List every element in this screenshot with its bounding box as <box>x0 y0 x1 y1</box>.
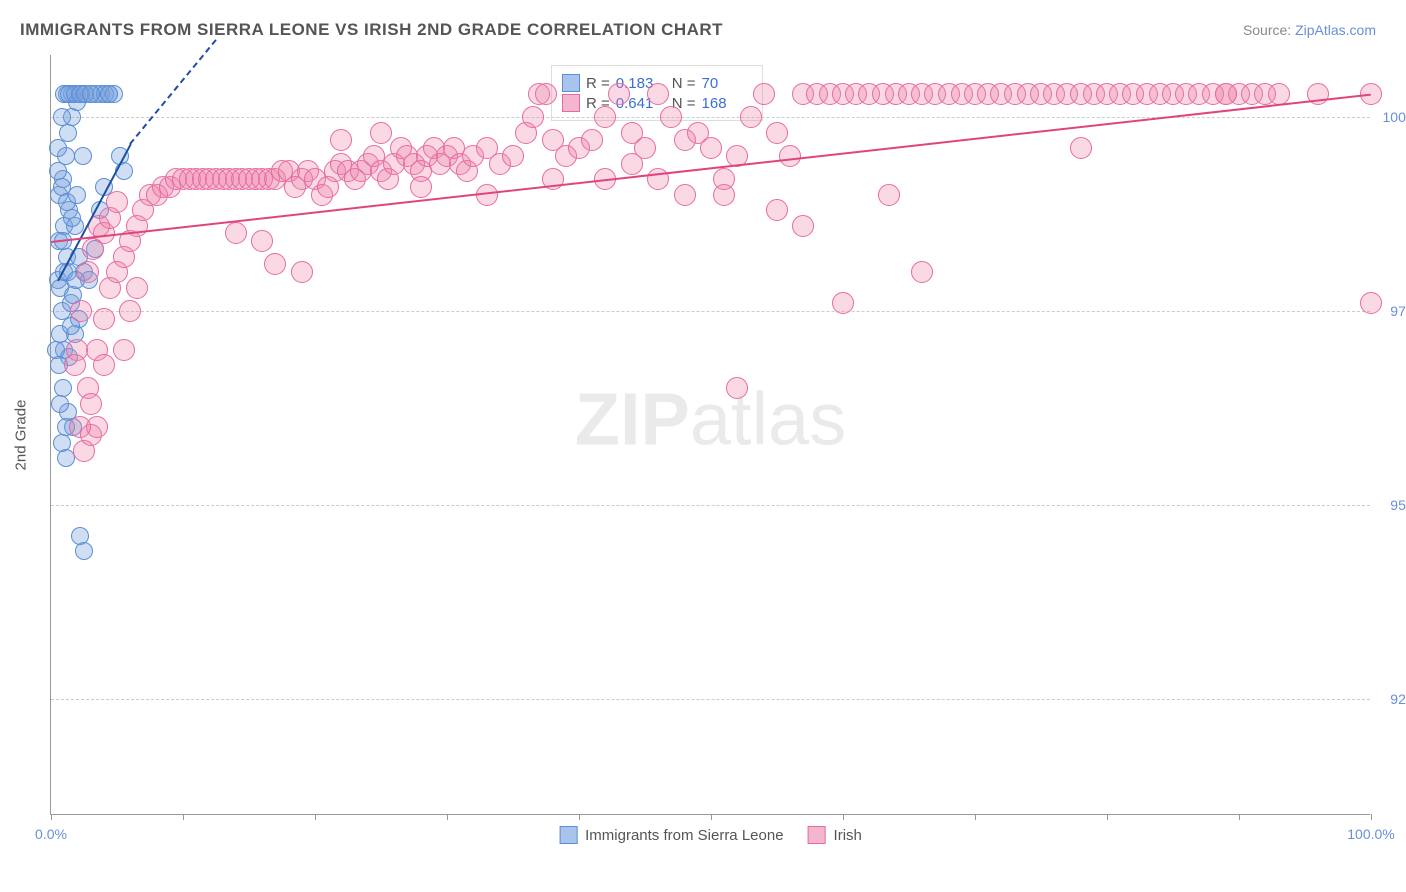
data-point <box>594 106 616 128</box>
x-tick <box>1107 814 1108 820</box>
data-point <box>70 300 92 322</box>
data-point <box>410 176 432 198</box>
x-tick <box>51 814 52 820</box>
data-point <box>100 85 118 103</box>
legend-swatch <box>808 826 826 844</box>
legend-swatch <box>562 74 580 92</box>
source-attribution: Source: ZipAtlas.com <box>1243 22 1376 38</box>
source-label: Source: <box>1243 22 1295 38</box>
data-point <box>57 449 75 467</box>
data-point <box>1360 292 1382 314</box>
x-tick-label: 100.0% <box>1347 826 1394 842</box>
y-tick-label: 92.5% <box>1375 691 1406 707</box>
legend-swatch <box>559 826 577 844</box>
legend-label: Immigrants from Sierra Leone <box>585 827 783 844</box>
x-tick <box>711 814 712 820</box>
data-point <box>77 261 99 283</box>
x-tick <box>579 814 580 820</box>
data-point <box>251 230 273 252</box>
data-point <box>522 106 544 128</box>
scatter-plot-area: 2nd Grade ZIPatlas R =0.183N =70R =0.641… <box>50 55 1370 815</box>
x-tick <box>843 814 844 820</box>
data-point <box>74 147 92 165</box>
x-tick <box>447 814 448 820</box>
data-point <box>80 393 102 415</box>
y-tick-label: 100.0% <box>1375 109 1406 125</box>
trend-line <box>129 40 216 145</box>
data-point <box>59 124 77 142</box>
data-point <box>69 416 91 438</box>
data-point <box>535 83 557 105</box>
data-point <box>766 122 788 144</box>
data-point <box>1268 83 1290 105</box>
data-point <box>53 108 71 126</box>
data-point <box>63 209 81 227</box>
x-tick <box>1239 814 1240 820</box>
data-point <box>370 122 392 144</box>
data-point <box>502 145 524 167</box>
data-point <box>291 261 313 283</box>
data-point <box>726 377 748 399</box>
data-point <box>581 129 603 151</box>
data-point <box>647 83 669 105</box>
x-tick <box>975 814 976 820</box>
data-point <box>621 153 643 175</box>
n-label: N = <box>672 75 696 92</box>
data-point <box>51 395 69 413</box>
x-tick <box>315 814 316 820</box>
n-value: 70 <box>702 75 752 92</box>
data-point <box>68 186 86 204</box>
data-point <box>264 253 286 275</box>
data-point <box>113 339 135 361</box>
watermark: ZIPatlas <box>575 377 846 462</box>
data-point <box>119 300 141 322</box>
data-point <box>660 106 682 128</box>
data-point <box>49 139 67 157</box>
data-point <box>713 168 735 190</box>
data-point <box>1215 83 1237 105</box>
data-point <box>1070 137 1092 159</box>
legend-label: Irish <box>834 827 862 844</box>
legend-item: Irish <box>808 826 862 844</box>
r-label: R = <box>586 75 610 92</box>
data-point <box>126 277 148 299</box>
data-point <box>330 129 352 151</box>
chart-title: IMMIGRANTS FROM SIERRA LEONE VS IRISH 2N… <box>20 20 723 40</box>
data-point <box>700 137 722 159</box>
data-point <box>75 542 93 560</box>
data-point <box>106 191 128 213</box>
legend-item: Immigrants from Sierra Leone <box>559 826 783 844</box>
gridline <box>51 505 1370 506</box>
x-tick <box>183 814 184 820</box>
data-point <box>82 85 100 103</box>
data-point <box>878 184 900 206</box>
gridline <box>51 311 1370 312</box>
data-point <box>740 106 762 128</box>
data-point <box>608 83 630 105</box>
data-point <box>792 215 814 237</box>
data-point <box>832 292 854 314</box>
data-point <box>911 261 933 283</box>
data-point <box>766 199 788 221</box>
y-axis-title: 2nd Grade <box>13 399 30 470</box>
gridline <box>51 699 1370 700</box>
data-point <box>674 184 696 206</box>
data-point <box>753 83 775 105</box>
x-tick-label: 0.0% <box>35 826 67 842</box>
data-point <box>93 354 115 376</box>
data-point <box>64 354 86 376</box>
series-legend: Immigrants from Sierra Leone Irish <box>559 826 862 844</box>
y-tick-label: 95.0% <box>1375 497 1406 513</box>
x-tick <box>1371 814 1372 820</box>
legend-swatch <box>562 94 580 112</box>
data-point <box>93 308 115 330</box>
data-point <box>779 145 801 167</box>
source-link[interactable]: ZipAtlas.com <box>1295 22 1376 38</box>
data-point <box>225 222 247 244</box>
